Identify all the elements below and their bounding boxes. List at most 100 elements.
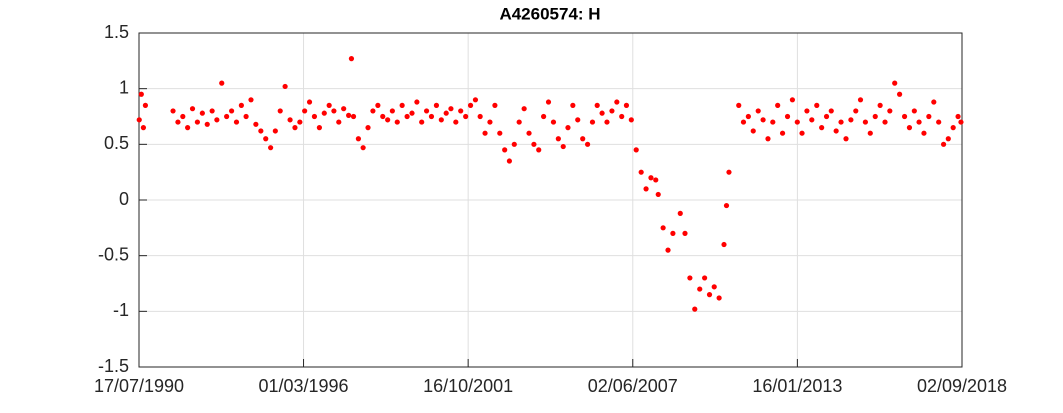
data-point [487,119,493,125]
data-point [565,125,571,131]
data-point [516,119,522,125]
data-point [448,106,454,112]
data-point [331,108,337,114]
data-point [506,158,513,164]
data-point [194,119,200,125]
y-tick-label: 0 [119,189,129,209]
data-point [536,147,542,153]
data-point [706,292,713,298]
data-point [711,284,717,290]
data-point [463,113,469,120]
data-point [438,117,444,123]
data-point [736,102,742,108]
data-point [697,286,703,292]
x-tick-label: 16/01/2013 [752,376,842,396]
data-point [175,119,181,125]
data-point [614,99,620,105]
x-tick-label: 02/06/2007 [588,376,678,396]
data-point [721,241,727,248]
data-point [936,119,942,125]
data-point [687,275,693,281]
data-point [170,108,176,114]
data-point [482,130,488,136]
data-point [272,128,278,134]
data-point [958,119,964,125]
data-point [140,125,147,131]
data-point [263,136,269,142]
y-tick-label: 1.5 [104,22,129,42]
data-point [136,117,142,123]
data-point [755,108,761,114]
data-point [833,128,839,134]
data-point [638,169,644,175]
data-point [185,125,191,131]
data-point [375,102,381,108]
data-point [931,99,937,105]
data-point [458,108,464,114]
data-point [594,102,600,108]
data-point [545,99,552,105]
data-point [765,136,771,142]
data-point [550,119,557,125]
data-point [229,108,235,114]
data-point [692,306,698,312]
data-point [497,130,503,136]
data-point [794,119,800,125]
data-point [770,119,776,125]
data-point [575,117,581,123]
data-point [633,147,639,153]
data-point [655,191,661,198]
data-point [142,102,149,108]
data-point [502,147,508,153]
data-point [945,136,951,142]
data-point [243,113,249,120]
data-point [799,130,805,136]
data-point [955,113,961,120]
data-point [336,119,342,125]
data-point [138,91,144,97]
data-point [428,113,435,120]
data-point [414,99,420,105]
data-point [443,110,449,116]
data-point [823,113,830,120]
data-point [740,119,747,125]
data-point [306,99,313,105]
data-point [665,247,671,253]
data-point [521,106,527,112]
data-point [419,119,425,125]
data-point [589,119,596,125]
data-point [660,225,666,231]
data-point [599,110,605,116]
data-point [277,108,283,114]
data-point [321,110,327,116]
data-point [940,141,947,147]
data-point [492,102,498,108]
data-point [477,113,483,120]
data-point [648,175,654,181]
data-point [287,117,293,123]
data-point [224,113,230,120]
data-point [814,102,820,108]
data-point [619,113,625,120]
y-tick-label: 0.5 [104,133,129,153]
data-point [541,113,547,120]
data-point [628,117,634,123]
data-point [555,136,561,142]
data-point [292,125,298,131]
data-point [253,121,259,127]
data-point [623,102,630,108]
data-point [199,110,205,116]
data-point [750,128,756,134]
data-point [723,202,730,209]
data-point [896,91,903,97]
data-point [670,230,676,236]
data-point [526,130,532,136]
data-point [423,108,430,114]
data-point [385,117,391,123]
data-point [389,108,395,114]
data-point [857,97,864,103]
data-point [926,113,932,120]
data-point [453,119,459,125]
data-point [370,108,376,114]
